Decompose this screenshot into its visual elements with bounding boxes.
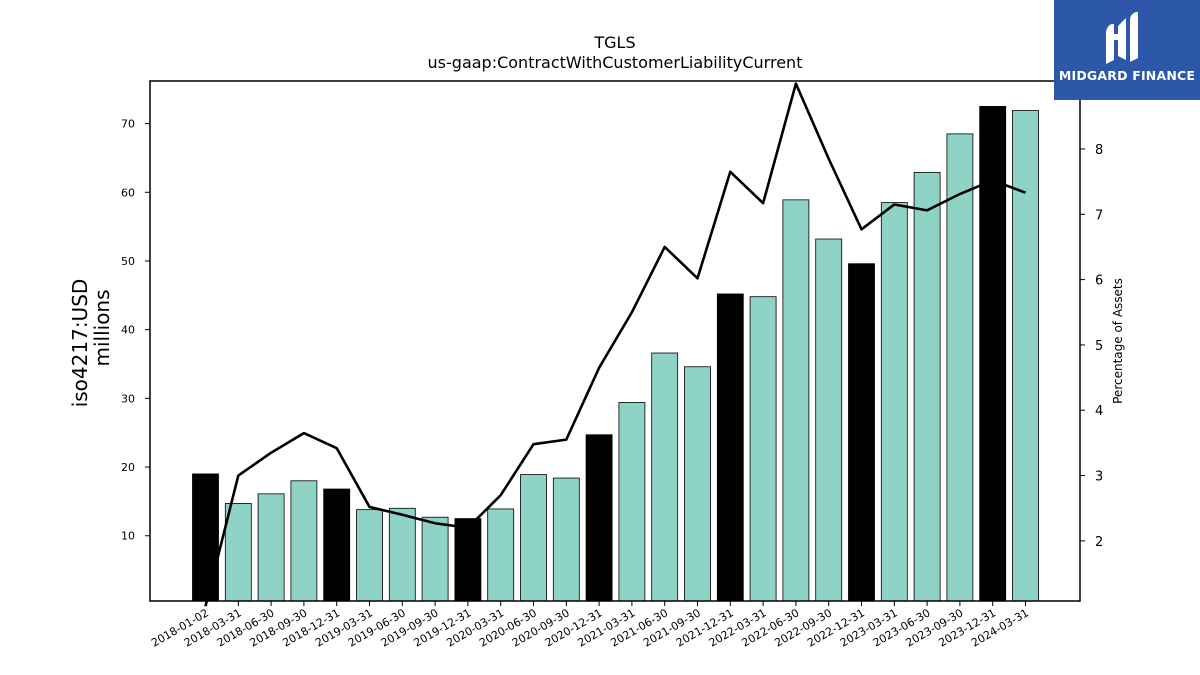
y2-tick-label: 2 [1095, 535, 1103, 550]
bar-2023-06-30 [913, 171, 941, 602]
bar-2022-06-30 [782, 199, 810, 602]
bar-2018-06-30 [257, 493, 285, 602]
chart-subtitle: us-gaap:ContractWithCustomerLiabilityCur… [428, 53, 803, 72]
bar-2020-03-31 [487, 508, 515, 602]
y2-tick-label: 5 [1095, 339, 1103, 354]
y-tick-label: 30 [121, 392, 135, 405]
bar-2023-03-31 [880, 202, 908, 602]
bar-2021-09-30 [684, 366, 711, 602]
right-axis: 2 3 4 5 6 7 8 [1080, 143, 1103, 550]
y2-tick-label: 4 [1095, 404, 1103, 419]
bar-2020-06-30 [520, 474, 547, 602]
bar-group [192, 106, 1039, 602]
bar-2020-12-31 [585, 434, 613, 602]
y-axis-label: iso4217:USD [68, 279, 92, 408]
y-tick-label: 20 [121, 461, 135, 474]
logo-mark-icon [1106, 12, 1138, 64]
y2-tick-label: 7 [1095, 208, 1103, 223]
y-tick-label: 50 [121, 255, 135, 268]
y2-tick-label: 8 [1095, 143, 1103, 158]
y-tick-label: 10 [121, 530, 135, 543]
bar-2018-09-30 [290, 480, 318, 602]
bar-2023-09-30 [946, 133, 974, 602]
logo-text: MIDGARD FINANCE [1058, 68, 1196, 83]
y2-tick-label: 6 [1095, 274, 1103, 289]
y2-tick-label: 3 [1095, 470, 1103, 485]
y-tick-label: 70 [121, 118, 135, 131]
bar-2020-09-30 [552, 477, 580, 602]
x-axis: 2018-01-022018-03-312018-06-302018-09-30… [149, 601, 1031, 650]
line-group [204, 82, 1026, 607]
y-axis-unit-label: millions [90, 289, 114, 366]
bar-2021-06-30 [651, 352, 679, 602]
y-tick-label: 40 [121, 324, 135, 337]
bar-2019-09-30 [421, 516, 449, 602]
percentage-of-assets-line [204, 82, 1026, 607]
bar-2022-12-31 [848, 263, 875, 602]
bar-2019-12-31 [454, 518, 482, 602]
bar-2018-01-02 [192, 473, 219, 602]
bar-2019-03-31 [356, 509, 383, 602]
y2-axis-label: Percentage of Assets [1111, 278, 1125, 404]
bar-2018-03-31 [224, 503, 252, 602]
left-axis: 10 20 30 40 50 60 70 [121, 118, 150, 543]
brand-logo: MIDGARD FINANCE [1054, 0, 1200, 100]
bar-2021-12-31 [716, 293, 744, 602]
y-tick-label: 60 [121, 186, 135, 199]
chart-title: TGLS [593, 33, 635, 52]
bar-2023-12-31 [979, 106, 1007, 602]
plot-frame [149, 80, 1081, 602]
bar-2019-06-30 [388, 507, 416, 602]
bar-2018-12-31 [323, 488, 351, 602]
bar-2021-03-31 [618, 402, 646, 602]
bar-2022-03-31 [749, 296, 777, 602]
bar-2022-09-30 [815, 238, 843, 602]
bar-2024-03-31 [1012, 110, 1039, 602]
